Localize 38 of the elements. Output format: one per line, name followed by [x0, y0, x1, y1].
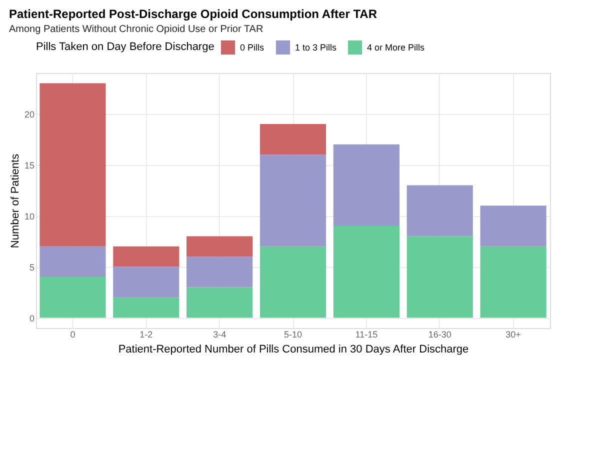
y-tick-label: 5 — [29, 262, 34, 272]
legend-label: 0 Pills — [240, 42, 265, 52]
bar — [480, 206, 546, 246]
bar — [480, 246, 546, 318]
y-tick-label: 15 — [24, 160, 34, 170]
bar — [333, 144, 400, 226]
y-axis-title: Number of Patients — [9, 153, 22, 248]
bar — [260, 154, 326, 246]
x-tick-label: 30+ — [506, 330, 521, 340]
legend-label: 4 or More Pills — [367, 42, 426, 52]
bar — [40, 83, 106, 246]
y-tick-label: 10 — [24, 211, 34, 222]
bar — [40, 246, 106, 277]
x-tick-label: 11-15 — [355, 330, 378, 340]
y-tick-label: 0 — [29, 313, 34, 324]
x-axis-title: Patient-Reported Number of Pills Consumed in 30 Days After Discharge — [118, 344, 469, 356]
bar — [40, 277, 106, 318]
chart-subtitle: Among Patients Without Chronic Opioid Use or Prior TAR — [8, 24, 264, 35]
x-tick-label: 16-30 — [428, 330, 452, 340]
bar — [260, 124, 326, 155]
bar — [113, 266, 180, 298]
bar — [186, 256, 253, 288]
legend-title: Pills Taken on Day Before Discharge — [36, 41, 214, 53]
x-tick-label: 3-4 — [213, 330, 226, 340]
x-tick-label: 5-10 — [284, 330, 302, 340]
bar — [260, 246, 326, 318]
bar — [333, 226, 400, 318]
bar — [113, 297, 180, 318]
bar — [406, 236, 473, 318]
bar — [113, 246, 180, 267]
bar — [186, 287, 253, 318]
chart-title: Patient-Reported Post-Discharge Opioid Consumption After TAR — [8, 7, 378, 21]
bar — [186, 236, 253, 257]
bar — [406, 185, 473, 236]
legend-label: 1 to 3 Pills — [295, 42, 338, 52]
x-tick-label: 1-2 — [140, 330, 153, 340]
y-tick-label: 20 — [24, 109, 34, 120]
x-tick-label: 0 — [70, 330, 76, 340]
